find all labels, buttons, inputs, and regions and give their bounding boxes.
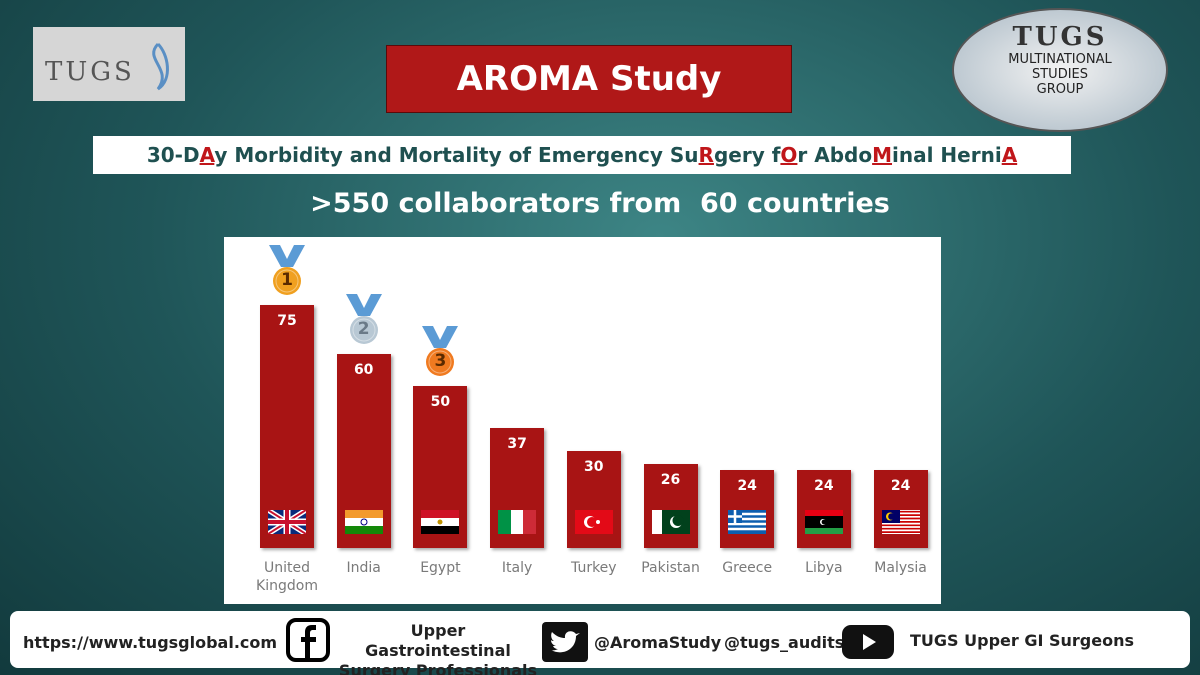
logo-name: TUGS xyxy=(1012,22,1108,52)
x-tick-label: India xyxy=(346,560,381,576)
subtitle-part: O xyxy=(780,143,798,167)
medal: 2 xyxy=(340,292,388,348)
subtitle-part: M xyxy=(872,143,893,167)
x-tick-label: United Kingdom xyxy=(256,560,318,594)
logo-line: GROUP xyxy=(1036,82,1084,97)
facebook-text: Upper Gastrointestinal Surgery Professio… xyxy=(338,621,538,675)
subtitle-part: A xyxy=(199,143,215,167)
x-tick-label: Greece xyxy=(722,560,773,576)
flag xyxy=(421,510,460,538)
value-label: 24 xyxy=(890,478,911,495)
medal-ribbon xyxy=(269,245,305,295)
bar xyxy=(260,305,314,548)
medal-ribbon xyxy=(422,326,459,376)
tagline: >550 collaborators from 60 countries xyxy=(310,188,890,219)
medal: 3 xyxy=(416,324,464,380)
flag xyxy=(574,510,613,538)
subtitle-part: 30-D xyxy=(146,143,200,167)
medal-rank: 1 xyxy=(281,270,293,290)
flag xyxy=(881,510,920,538)
value-label: 30 xyxy=(584,458,604,475)
x-tick-label: Pakistan xyxy=(641,560,700,576)
medal-ribbon xyxy=(345,293,382,344)
twitter-handle: @AromaStudy xyxy=(594,633,722,652)
subtitle-part: R xyxy=(698,143,714,167)
facebook-icon xyxy=(286,618,330,662)
logo-line: MULTINATIONAL xyxy=(1008,52,1112,67)
x-tick-label: Turkey xyxy=(571,560,617,576)
logo-left: TUGS xyxy=(33,27,185,101)
value-label: 24 xyxy=(814,478,834,495)
flag xyxy=(498,510,537,538)
x-tick-label: Italy xyxy=(501,560,533,576)
logo-lines: MULTINATIONAL STUDIES GROUP xyxy=(954,52,1166,97)
x-tick-label: Malysia xyxy=(874,560,927,576)
value-label: 26 xyxy=(660,471,681,488)
value-label: 75 xyxy=(277,313,297,329)
logo-text: TUGS xyxy=(45,57,135,87)
medal: 1 xyxy=(263,243,311,299)
subtitle-part: A xyxy=(1001,143,1018,167)
value-label: 60 xyxy=(353,361,374,378)
website: https://www.tugsglobal.com xyxy=(23,633,278,652)
x-tick-label: Libya xyxy=(805,560,843,576)
flag xyxy=(651,510,690,538)
bar xyxy=(873,470,928,548)
flag xyxy=(728,510,767,538)
flag xyxy=(266,507,308,538)
subtitle-part: gery f xyxy=(713,143,781,167)
subtitle-part: r Abdo xyxy=(797,143,873,167)
flag xyxy=(344,510,383,538)
bar xyxy=(720,470,775,548)
chart: 75 United Kingdom 60 India 50 Egypt 37 Italy 30 T… xyxy=(224,237,941,604)
twitter-handle: @tugs_audits xyxy=(724,633,845,652)
subtitle: 30-DAy Morbidity and Mortality of Emerge… xyxy=(93,136,1071,174)
subtitle-part: y Morbidity and Mortality of Emergency S… xyxy=(214,143,699,167)
x-tick-label: Egypt xyxy=(420,560,461,576)
value-label: 50 xyxy=(430,394,451,410)
medal-rank: 3 xyxy=(434,351,447,371)
flag xyxy=(804,510,843,538)
title: AROMA Study xyxy=(386,45,792,113)
youtube-text: TUGS Upper GI Surgeons xyxy=(910,631,1135,650)
subtitle-part: inal Herni xyxy=(892,143,1002,167)
logo-swirl xyxy=(152,42,169,91)
logo-right: TUGS MULTINATIONAL STUDIES GROUP xyxy=(952,8,1168,132)
youtube-icon xyxy=(842,625,894,659)
medal-rank: 2 xyxy=(357,318,370,339)
twitter-icon xyxy=(542,622,588,662)
footer: https://www.tugsglobal.com Upper Gastroi… xyxy=(10,611,1190,675)
value-label: 37 xyxy=(507,436,527,453)
logo-line: STUDIES xyxy=(1031,67,1089,82)
value-label: 24 xyxy=(737,478,757,495)
bar xyxy=(796,470,851,548)
